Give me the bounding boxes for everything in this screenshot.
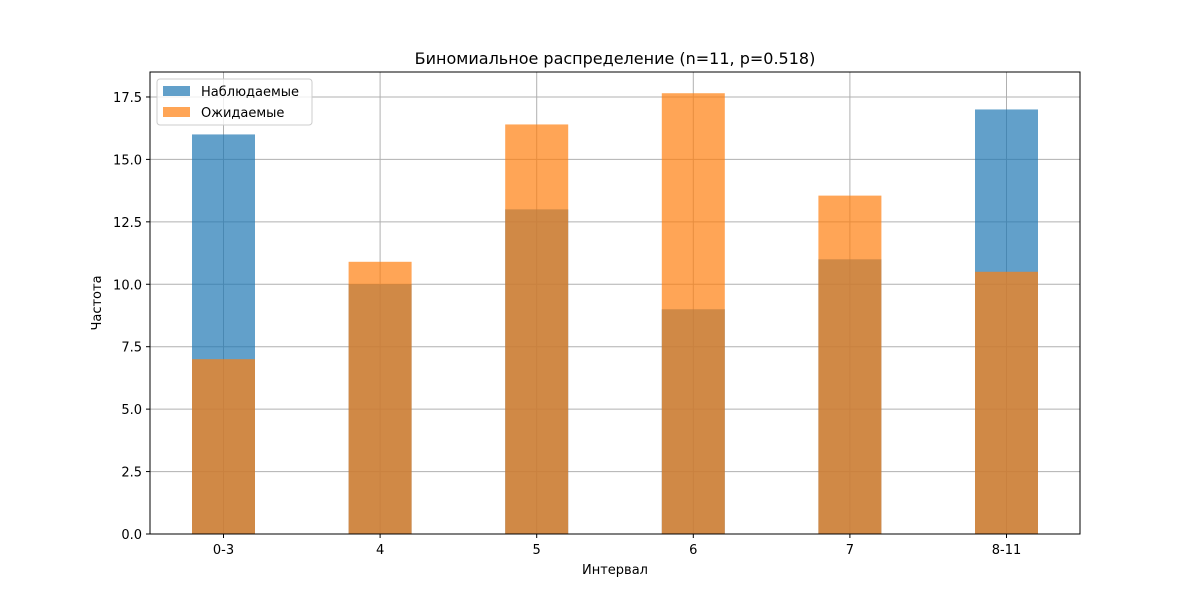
y-tick-label-1: 2.5 <box>121 466 142 481</box>
y-axis-ticks: 0.0 2.5 5.0 7.5 10.0 12.5 15.0 17.5 <box>113 91 150 543</box>
bar-expected-2 <box>505 124 568 534</box>
x-axis-ticks: 0-3 4 5 6 7 8-11 <box>213 534 1021 558</box>
legend-swatch-expected <box>163 107 190 117</box>
bar-expected-3 <box>662 93 725 534</box>
x-tick-label-3: 6 <box>689 543 697 558</box>
y-tick-label-5: 12.5 <box>113 216 142 231</box>
y-axis-label: Частота <box>90 275 105 330</box>
bar-expected-0 <box>192 359 255 534</box>
y-tick-label-0: 0.0 <box>121 528 142 543</box>
y-tick-label-2: 5.0 <box>121 403 142 418</box>
x-tick-label-1: 4 <box>376 543 384 558</box>
bar-expected-4 <box>818 196 881 534</box>
legend-swatch-observed <box>163 86 190 96</box>
y-tick-label-6: 15.0 <box>113 153 142 168</box>
y-tick-label-7: 17.5 <box>113 91 142 106</box>
x-tick-label-5: 8-11 <box>992 543 1022 558</box>
y-tick-label-4: 10.0 <box>113 278 142 293</box>
legend-label-expected: Ожидаемые <box>201 106 284 121</box>
bar-expected-5 <box>975 272 1038 534</box>
x-axis-label: Интервал <box>582 563 648 578</box>
plot-area <box>150 72 1080 534</box>
x-tick-label-2: 5 <box>533 543 541 558</box>
x-tick-label-4: 7 <box>846 543 854 558</box>
chart-title: Биномиальное распределение (n=11, p=0.51… <box>415 49 816 68</box>
x-tick-label-0: 0-3 <box>213 543 234 558</box>
legend-label-observed: Наблюдаемые <box>201 85 299 100</box>
bar-expected-1 <box>349 262 412 534</box>
legend: Наблюдаемые Ожидаемые <box>157 79 312 125</box>
y-tick-label-3: 7.5 <box>121 341 142 356</box>
